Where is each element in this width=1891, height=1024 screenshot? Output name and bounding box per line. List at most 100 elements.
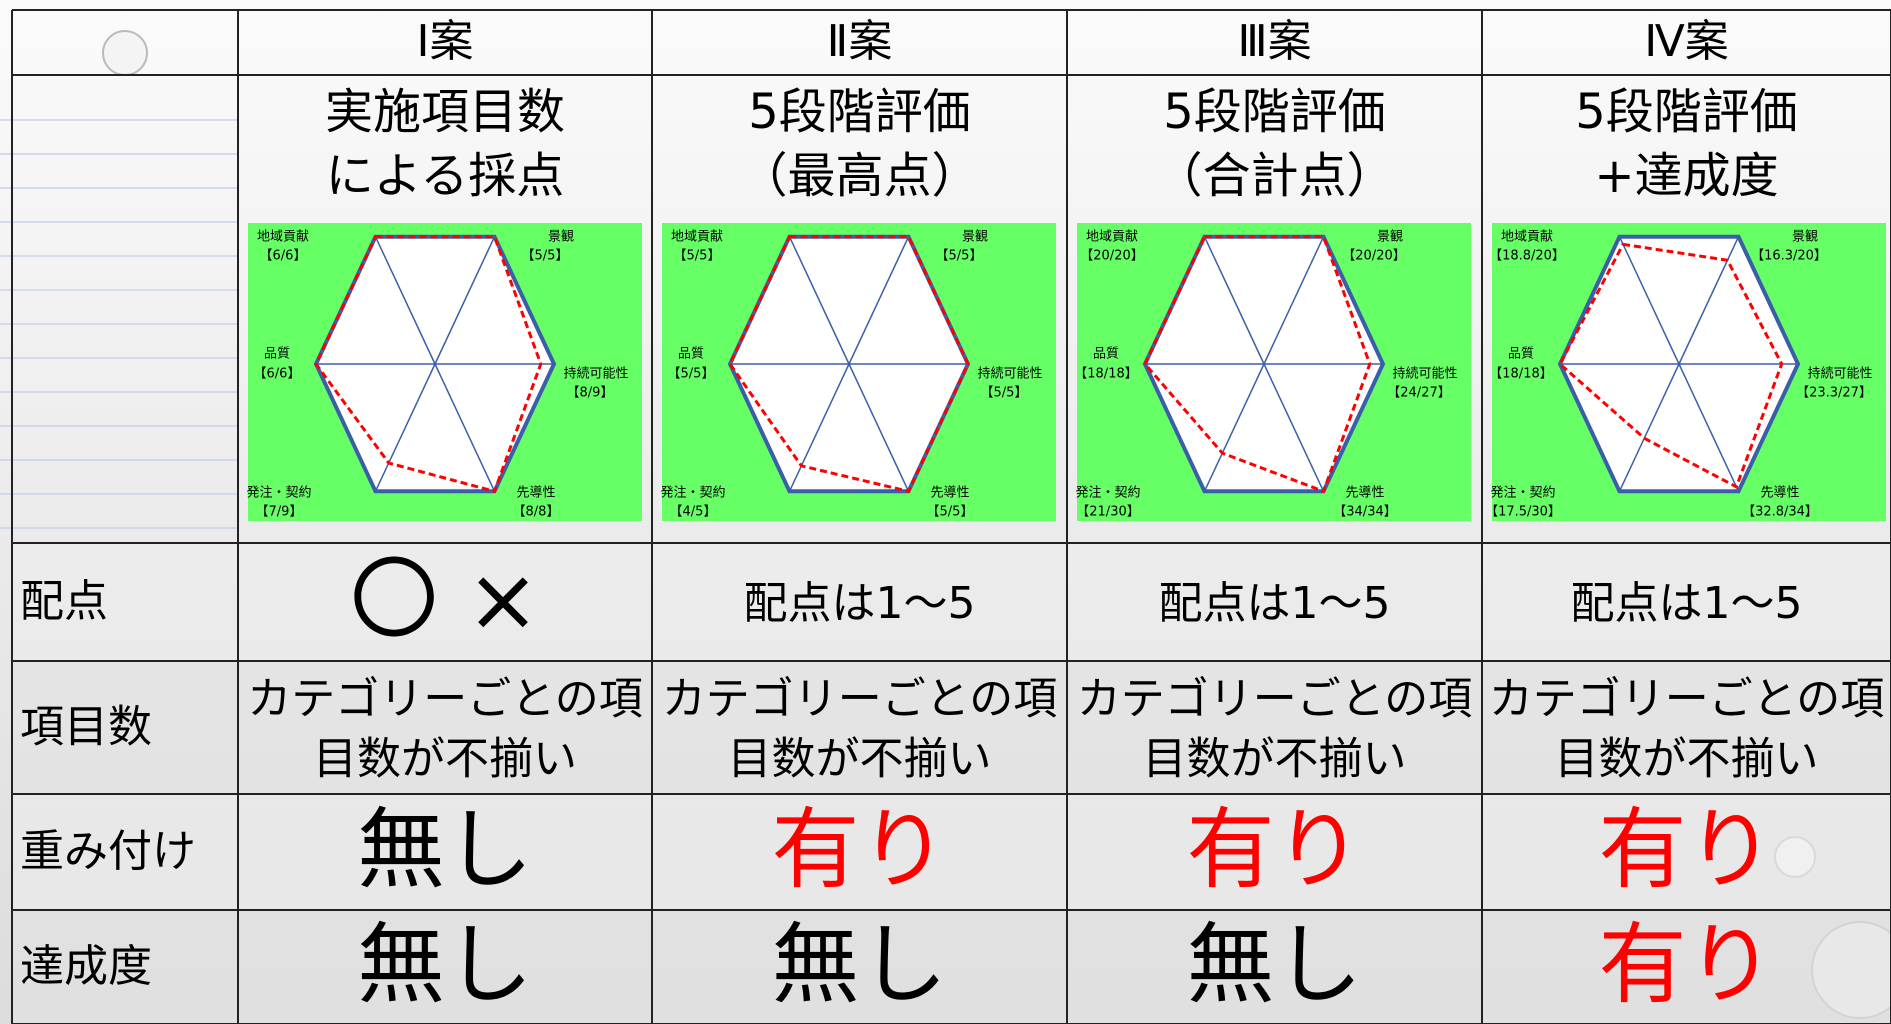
radar-value-label: 【18/18】	[1489, 367, 1552, 382]
radar-axis-label: 持続可能性	[563, 367, 628, 382]
cell-text: 有り	[1598, 798, 1774, 901]
radar-spoke	[374, 363, 436, 492]
radar-value-label: 【6/6】	[260, 249, 307, 264]
radar-score	[1143, 235, 1372, 494]
column-header: Ⅱ案	[827, 16, 893, 67]
cell-text: カテゴリーごとの項	[662, 674, 1058, 725]
radar-value-label: 【17.5/30】	[1485, 505, 1561, 520]
radar-spoke	[434, 363, 496, 492]
radar-value-label: 【5/5】	[522, 249, 569, 264]
notebook-lines	[0, 119, 238, 529]
radar-axis-label: 品質	[678, 347, 704, 362]
radar-value-label: 【7/9】	[256, 505, 303, 520]
radar-spoke	[1618, 236, 1680, 365]
radar-spoke	[1678, 236, 1740, 365]
radar-axis-label: 発注・契約	[1075, 486, 1140, 501]
radar-max-outline	[1557, 234, 1801, 494]
radar-spoke	[788, 363, 850, 492]
radar-axis-label: 地域貢献	[671, 230, 723, 245]
radar-axis-label: 品質	[1508, 347, 1534, 362]
column-header: Ⅰ案	[417, 16, 474, 67]
radar-axis-label: 地域貢献	[1086, 230, 1138, 245]
radar-axis-label: 先導性	[516, 486, 555, 501]
radar-axis-label: 発注・契約	[246, 486, 311, 501]
row-label: 配点	[20, 576, 108, 627]
radar-score	[1558, 242, 1784, 489]
cell-text: カテゴリーごとの項	[247, 674, 643, 725]
radar-axis-label: 持続可能性	[977, 367, 1042, 382]
radar-value-label: 【4/5】	[670, 505, 717, 520]
radar-spoke	[1263, 236, 1325, 365]
row-background	[12, 910, 1891, 1024]
radar-spoke	[1678, 363, 1740, 492]
row-label: 重み付け	[20, 826, 196, 877]
description: 5段階評価	[1163, 84, 1386, 140]
cell-text: 目数が不揃い	[313, 734, 577, 785]
cell-text: 無し	[771, 913, 947, 1016]
bubble	[102, 30, 148, 76]
cell-text: 無し	[1186, 913, 1362, 1016]
radar-spoke	[434, 236, 496, 365]
row-label: 達成度	[20, 941, 152, 992]
cell-text: 目数が不揃い	[728, 734, 992, 785]
row-background	[12, 661, 1891, 794]
cell-text: 無し	[357, 913, 533, 1016]
radar-spoke	[1618, 363, 1680, 492]
radar-value-label: 【32.8/34】	[1742, 505, 1818, 520]
radar-spoke	[1263, 363, 1325, 492]
radar-axis-label: 持続可能性	[1392, 367, 1457, 382]
cell-text: 配点は1～5	[744, 578, 976, 629]
column-header: Ⅲ案	[1237, 16, 1311, 67]
cell-text: カテゴリーごとの項	[1077, 674, 1473, 725]
radar-value-label: 【8/9】	[567, 386, 614, 401]
cell-text: 目数が不揃い	[1555, 734, 1819, 785]
description: （合計点）	[1154, 148, 1394, 204]
radar-spoke	[848, 363, 910, 492]
radar-value-label: 【18.8/20】	[1489, 249, 1565, 264]
description: +達成度	[1594, 148, 1778, 204]
radar-value-label: 【16.3/20】	[1751, 249, 1827, 264]
radar-spoke	[848, 236, 910, 365]
description: 実施項目数	[325, 84, 565, 140]
cell-text: カテゴリーごとの項	[1489, 674, 1885, 725]
radar-axis-label: 先導性	[1345, 486, 1384, 501]
radar-value-label: 【21/30】	[1076, 505, 1139, 520]
description: による採点	[326, 148, 565, 204]
radar-axis-label: 景観	[962, 230, 988, 245]
radar-spoke	[1203, 363, 1265, 492]
description: （最高点）	[739, 148, 979, 204]
radar-axis-label: 発注・契約	[660, 486, 725, 501]
radar-value-label: 【8/8】	[513, 505, 560, 520]
radar-score	[728, 235, 970, 494]
radar-spoke	[788, 236, 850, 365]
radar-axis-label: 地域貢献	[1501, 230, 1553, 245]
cell-text: 配点は1～5	[1571, 578, 1803, 629]
radar-axis-label: 先導性	[1760, 486, 1799, 501]
radar-value-label: 【5/5】	[674, 249, 721, 264]
radar-axis-label: 品質	[264, 347, 290, 362]
radar-spoke	[374, 236, 436, 365]
radar-value-label: 【5/5】	[927, 505, 974, 520]
cell-text: 目数が不揃い	[1143, 734, 1407, 785]
cell-text: 〇 ×	[350, 548, 540, 651]
column-header: Ⅳ案	[1644, 16, 1729, 67]
row-label: 項目数	[20, 702, 152, 753]
radar-value-label: 【6/6】	[254, 367, 301, 382]
radar-value-label: 【20/20】	[1080, 249, 1143, 264]
radar-axis-label: 景観	[1792, 230, 1818, 245]
description: 5段階評価	[748, 84, 971, 140]
radar-axis-label: 品質	[1093, 347, 1119, 362]
cell-text: 配点は1～5	[1159, 578, 1391, 629]
radar-spoke	[1203, 236, 1265, 365]
table: Ⅰ案 Ⅱ案 Ⅲ案 Ⅳ案実施項目数による採点地域貢献【6/6】景観【5/5】持続可能性【…	[11, 9, 1891, 1024]
radar-value-label: 【5/5】	[668, 367, 715, 382]
radar-score	[314, 235, 543, 494]
row-background	[12, 794, 1891, 910]
radar-axis-label: 発注・契約	[1490, 486, 1555, 501]
radar-axis-label: 先導性	[930, 486, 969, 501]
radar-axis-label: 持続可能性	[1807, 367, 1872, 382]
radar-axis-label: 景観	[548, 230, 574, 245]
radar-value-label: 【24/27】	[1387, 386, 1450, 401]
